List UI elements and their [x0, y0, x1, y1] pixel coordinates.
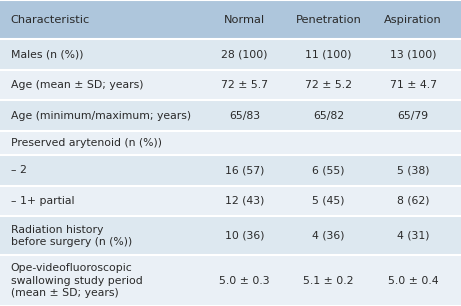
Text: Males (n (%)): Males (n (%)) — [11, 50, 83, 60]
Text: Preserved arytenoid (n (%)): Preserved arytenoid (n (%)) — [11, 138, 162, 148]
Text: 71 ± 4.7: 71 ± 4.7 — [390, 80, 437, 90]
Text: 16 (57): 16 (57) — [225, 165, 264, 175]
Text: 8 (62): 8 (62) — [397, 196, 429, 206]
Bar — [0, 256, 461, 306]
Text: 5.0 ± 0.3: 5.0 ± 0.3 — [219, 276, 270, 286]
Bar — [0, 39, 461, 70]
Text: 28 (100): 28 (100) — [221, 50, 267, 60]
Text: Radiation history
before surgery (n (%)): Radiation history before surgery (n (%)) — [11, 225, 132, 247]
Bar — [0, 155, 461, 186]
Text: 4 (31): 4 (31) — [397, 231, 429, 241]
Text: Penetration: Penetration — [296, 15, 361, 24]
Text: – 1+ partial: – 1+ partial — [11, 196, 74, 206]
Text: 12 (43): 12 (43) — [225, 196, 264, 206]
Text: Ope-videofluoroscopic
swallowing study period
(mean ± SD; years): Ope-videofluoroscopic swallowing study p… — [11, 263, 142, 298]
Bar — [0, 100, 461, 131]
Text: 65/82: 65/82 — [313, 111, 344, 121]
Text: Normal: Normal — [224, 15, 265, 24]
Text: 65/79: 65/79 — [397, 111, 429, 121]
Text: Characteristic: Characteristic — [11, 15, 90, 24]
Text: 5 (45): 5 (45) — [312, 196, 345, 206]
Text: 11 (100): 11 (100) — [305, 50, 352, 60]
Text: Aspiration: Aspiration — [384, 15, 442, 24]
Text: 4 (36): 4 (36) — [312, 231, 345, 241]
Text: 72 ± 5.7: 72 ± 5.7 — [221, 80, 268, 90]
Bar — [0, 216, 461, 256]
Text: 6 (55): 6 (55) — [312, 165, 345, 175]
Text: 13 (100): 13 (100) — [390, 50, 436, 60]
Text: 72 ± 5.2: 72 ± 5.2 — [305, 80, 352, 90]
Bar — [0, 131, 461, 155]
Text: Age (minimum/maximum; years): Age (minimum/maximum; years) — [11, 111, 191, 121]
Text: 5.1 ± 0.2: 5.1 ± 0.2 — [303, 276, 354, 286]
Bar — [0, 186, 461, 216]
Bar — [0, 0, 461, 39]
Text: Age (mean ± SD; years): Age (mean ± SD; years) — [11, 80, 143, 90]
Bar — [0, 70, 461, 100]
Text: 5 (38): 5 (38) — [397, 165, 429, 175]
Text: 5.0 ± 0.4: 5.0 ± 0.4 — [388, 276, 438, 286]
Text: 65/83: 65/83 — [229, 111, 260, 121]
Text: – 2: – 2 — [11, 165, 26, 175]
Text: 10 (36): 10 (36) — [225, 231, 264, 241]
